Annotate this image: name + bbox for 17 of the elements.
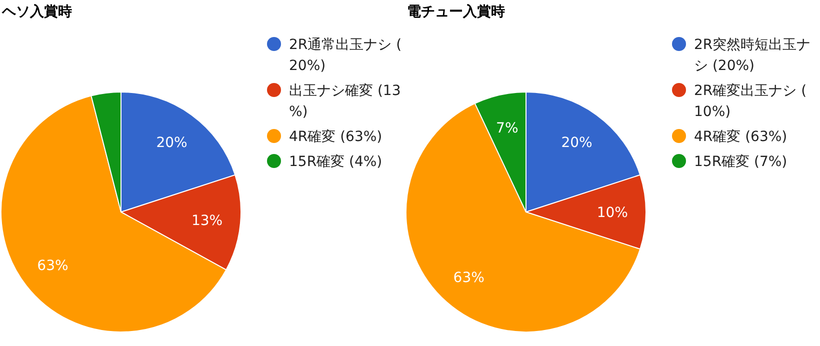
data-label: 20%	[156, 135, 188, 152]
legend-label: 15R確変 (4%)	[289, 154, 382, 170]
legend-label: 2R突然時短出玉ナシ (20%)	[694, 37, 811, 74]
data-label: 63%	[37, 258, 68, 274]
legend-label: 4R確変 (63%)	[694, 129, 788, 145]
chart-title: ヘソ入賞時	[1, 4, 72, 20]
data-label: 7%	[496, 120, 518, 137]
legend-label: 15R確変 (7%)	[694, 154, 788, 170]
legend-label: 2R通常出玉ナシ (20%)	[289, 37, 402, 74]
data-label: 13%	[191, 213, 223, 230]
legend-label: 4R確変 (63%)	[289, 129, 382, 145]
data-label: 63%	[453, 270, 484, 286]
data-label: 10%	[596, 205, 628, 221]
legend-label: 出玉ナシ確変 (13%)	[289, 83, 401, 120]
chart-title: 電チュー入賞時	[407, 4, 505, 20]
legend-label: 2R確変出玉ナシ (10%)	[694, 83, 807, 120]
data-label: 20%	[561, 135, 592, 152]
